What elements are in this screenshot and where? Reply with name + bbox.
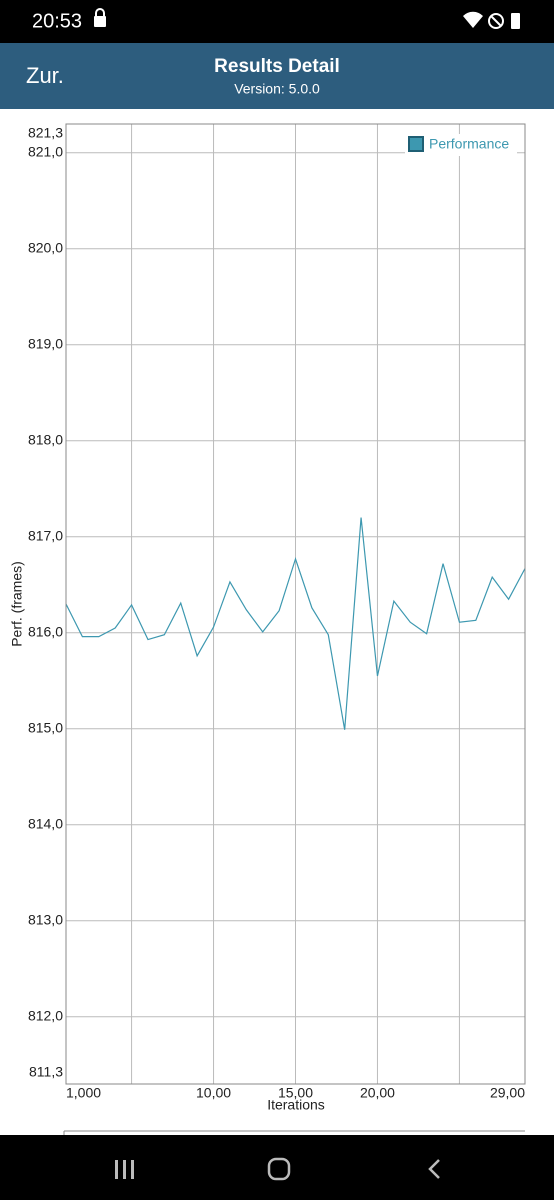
status-time: 20:53: [32, 10, 82, 32]
y-tick-label: 816,0: [28, 624, 63, 640]
y-tick-label: 812,0: [28, 1008, 63, 1024]
y-tick-label: 820,0: [28, 240, 63, 256]
wifi-icon: [463, 11, 483, 29]
x-tick-label: 10,00: [196, 1085, 231, 1101]
battery-icon: [511, 13, 520, 29]
y-tick-label: 819,0: [28, 336, 63, 352]
x-axis-label: Iterations: [267, 1097, 325, 1113]
y-tick-label: 818,0: [28, 432, 63, 448]
chart: 811,3 812,0 813,0 814,0 815,0 816,0 817,0 818,0…: [28, 123, 526, 1101]
status-bar: [0, 0, 554, 43]
lock-icon: [94, 16, 106, 27]
x-tick-label: 20,00: [360, 1085, 395, 1101]
header-subtitle: Version: 5.0.0: [234, 81, 320, 97]
dnd-slash: [490, 15, 502, 27]
y-tick-label: 821,0: [28, 144, 63, 160]
y-axis-label: Perf. (frames): [9, 561, 25, 647]
home-button[interactable]: [267, 1157, 291, 1181]
back-nav-button[interactable]: [428, 1159, 440, 1179]
x-tick-label: 1,000: [66, 1085, 101, 1101]
y-tick-label: 814,0: [28, 816, 63, 832]
x-tick-label: 29,00: [490, 1085, 525, 1101]
legend: [405, 134, 517, 156]
legend-swatch: [408, 136, 424, 152]
back-button[interactable]: Zur.: [26, 63, 64, 88]
y-tick-label: 815,0: [28, 720, 63, 736]
recent-apps-button[interactable]: [115, 1160, 134, 1179]
y-tick-label: 821,3: [28, 125, 63, 141]
plot-frame: [65, 123, 526, 1085]
app-header: [0, 43, 554, 109]
x-tick-label: 15,00: [278, 1085, 313, 1101]
y-tick-label: 817,0: [28, 528, 63, 544]
data-line: [65, 517, 526, 730]
y-tick-label: 811,3: [29, 1064, 63, 1080]
lock-shackle: [95, 8, 105, 16]
dnd-icon: [488, 13, 504, 29]
nav-bar: [0, 1135, 554, 1200]
legend-label: Performance: [429, 136, 509, 152]
y-tick-label: 813,0: [28, 912, 63, 928]
header-title: Results Detail: [214, 56, 340, 77]
